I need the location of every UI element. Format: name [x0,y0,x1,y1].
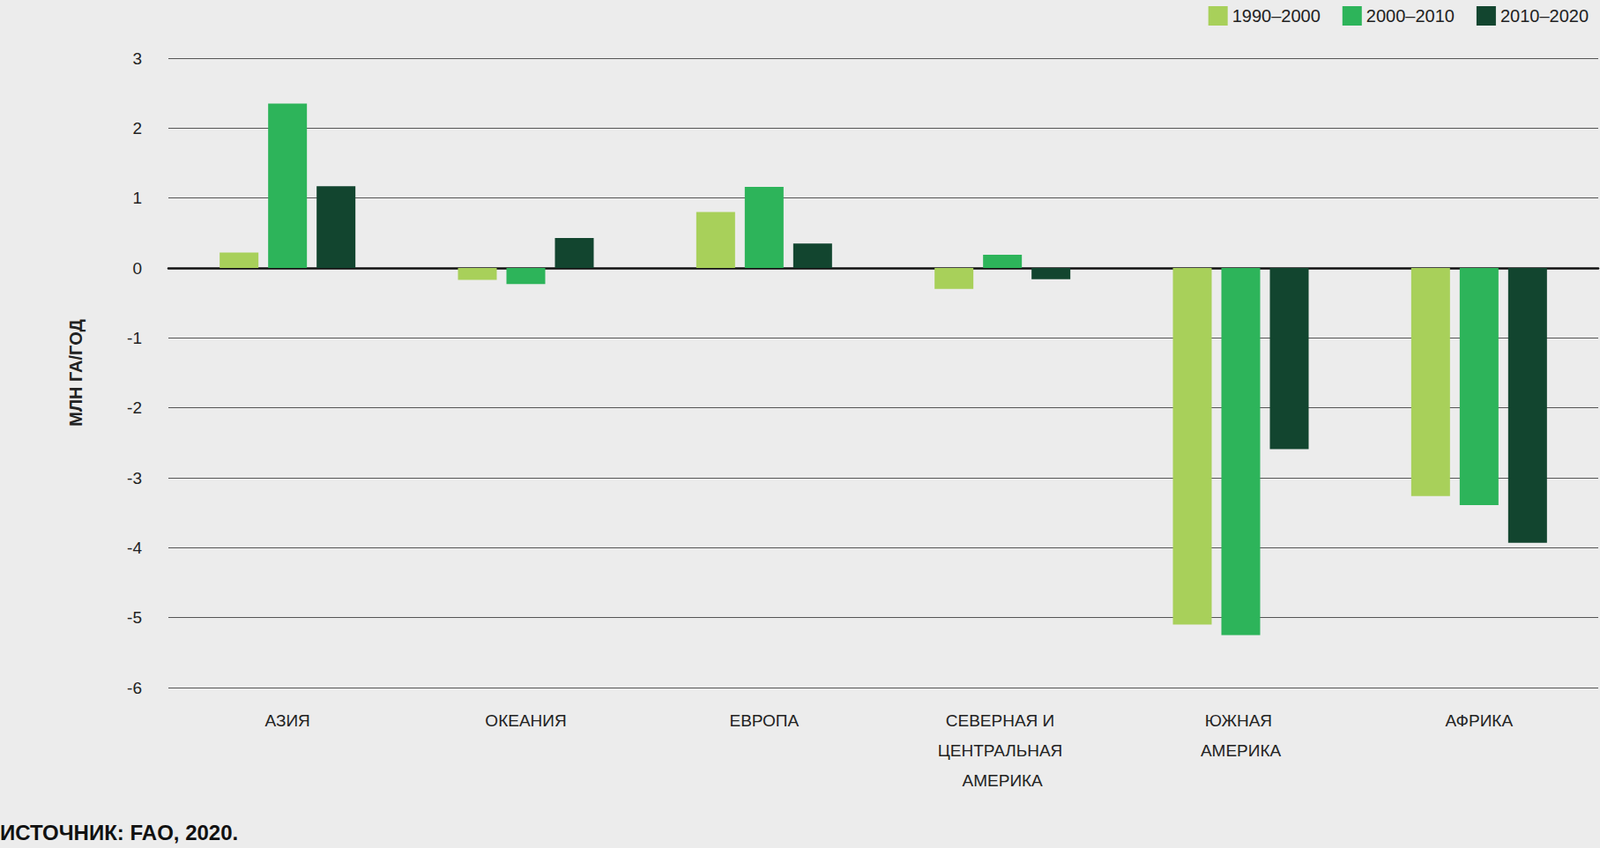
svg-text:-2: -2 [126,398,142,417]
svg-text:АФРИКА: АФРИКА [1445,711,1514,730]
svg-text:1: 1 [132,188,142,208]
svg-text:АМЕРИКА: АМЕРИКА [1200,741,1282,760]
svg-text:0: 0 [132,259,142,278]
svg-text:-5: -5 [126,608,142,627]
svg-text:-6: -6 [126,678,142,698]
svg-text:2010–2020: 2010–2020 [1500,6,1589,26]
svg-text:2: 2 [132,119,142,138]
svg-text:1990–2000: 1990–2000 [1232,6,1321,26]
svg-text:МЛН ГА/ГОД: МЛН ГА/ГОД [66,319,86,426]
svg-text:АМЕРИКА: АМЕРИКА [962,771,1044,790]
svg-text:2000–2010: 2000–2010 [1366,6,1455,26]
svg-text:ОКЕАНИЯ: ОКЕАНИЯ [484,711,566,730]
svg-text:ИСТОЧНИК: FAO, 2020.: ИСТОЧНИК: FAO, 2020. [0,820,239,845]
svg-text:ЦЕНТРАЛЬНАЯ: ЦЕНТРАЛЬНАЯ [937,741,1068,760]
svg-text:-3: -3 [126,468,142,488]
svg-text:СЕВЕРНАЯ И: СЕВЕРНАЯ И [945,711,1060,730]
svg-text:ЕВРОПА: ЕВРОПА [729,711,799,730]
svg-text:ЮЖНАЯ: ЮЖНАЯ [1205,711,1278,730]
svg-text:-4: -4 [126,538,142,558]
svg-text:АЗИЯ: АЗИЯ [265,711,311,730]
svg-text:3: 3 [132,49,142,68]
svg-text:-1: -1 [126,328,142,348]
